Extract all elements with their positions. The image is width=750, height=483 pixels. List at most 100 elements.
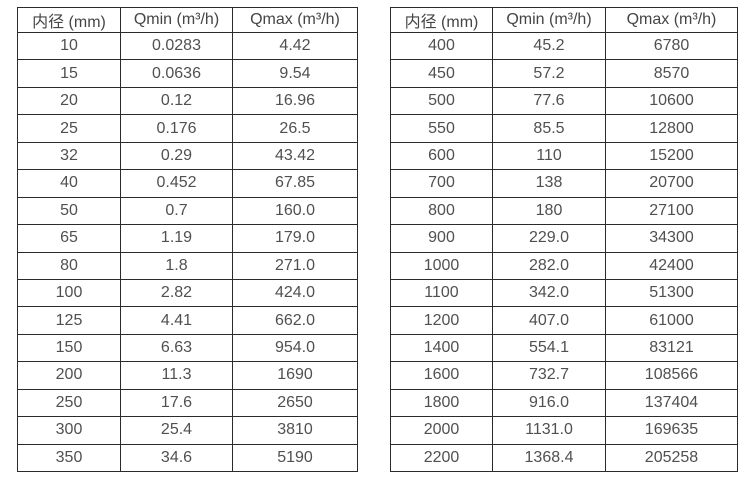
cell-diameter: 1800 <box>390 388 493 418</box>
table-head: 内径 (mm) Qmin (m³/h) Qmax (m³/h) <box>390 7 738 33</box>
cell-diameter: 40 <box>17 169 121 198</box>
cell-qmin: 1.8 <box>120 251 233 280</box>
table-row: 450 57.2 8570 <box>390 59 738 88</box>
table-row: 1100 342.0 51300 <box>390 278 738 308</box>
cell-qmax: 9.54 <box>232 59 358 88</box>
cell-qmin: 57.2 <box>492 59 606 88</box>
cell-diameter: 150 <box>17 333 121 363</box>
cell-diameter: 2000 <box>390 416 493 445</box>
cell-qmin: 25.4 <box>120 416 233 445</box>
header-row: 内径 (mm) Qmin (m³/h) Qmax (m³/h) <box>390 7 738 33</box>
flow-rate-table-right: 内径 (mm) Qmin (m³/h) Qmax (m³/h) 400 45.2 678… <box>390 7 738 473</box>
table-row: 10 0.0283 4.42 <box>17 31 358 61</box>
cell-qmax: 43.42 <box>232 141 358 171</box>
cell-qmin: 0.452 <box>120 169 233 198</box>
cell-diameter: 2200 <box>390 443 493 473</box>
table-row: 550 85.5 12800 <box>390 114 738 143</box>
table-row: 500 77.6 10600 <box>390 86 738 116</box>
cell-qmin: 0.12 <box>120 86 233 116</box>
cell-qmin: 732.7 <box>492 361 606 390</box>
cell-qmax: 1690 <box>232 361 358 390</box>
cell-qmin: 4.41 <box>120 306 233 335</box>
cell-diameter: 300 <box>17 416 121 445</box>
cell-qmax: 5190 <box>232 443 358 473</box>
column-header-diameter: 内径 (mm) <box>390 7 493 33</box>
cell-diameter: 80 <box>17 251 121 280</box>
cell-qmax: 20700 <box>605 169 738 198</box>
cell-qmin: 138 <box>492 169 606 198</box>
cell-qmax: 954.0 <box>232 333 358 363</box>
cell-qmin: 0.7 <box>120 196 233 226</box>
cell-qmax: 179.0 <box>232 224 358 253</box>
cell-qmax: 26.5 <box>232 114 358 143</box>
table-row: 1800 916.0 137404 <box>390 388 738 418</box>
table-row: 50 0.7 160.0 <box>17 196 358 226</box>
cell-qmin: 85.5 <box>492 114 606 143</box>
cell-qmin: 342.0 <box>492 278 606 308</box>
cell-qmax: 169635 <box>605 416 738 445</box>
table-row: 600 110 15200 <box>390 141 738 171</box>
table-row: 100 2.82 424.0 <box>17 278 358 308</box>
table-row: 150 6.63 954.0 <box>17 333 358 363</box>
cell-qmax: 51300 <box>605 278 738 308</box>
cell-qmax: 34300 <box>605 224 738 253</box>
cell-qmin: 1131.0 <box>492 416 606 445</box>
cell-qmax: 160.0 <box>232 196 358 226</box>
cell-diameter: 1600 <box>390 361 493 390</box>
cell-diameter: 125 <box>17 306 121 335</box>
table-row: 2200 1368.4 205258 <box>390 443 738 473</box>
table-row: 400 45.2 6780 <box>390 31 738 61</box>
cell-qmin: 0.29 <box>120 141 233 171</box>
column-header-qmin: Qmin (m³/h) <box>492 7 606 33</box>
cell-diameter: 100 <box>17 278 121 308</box>
cell-diameter: 65 <box>17 224 121 253</box>
cell-qmin: 916.0 <box>492 388 606 418</box>
table-row: 65 1.19 179.0 <box>17 224 358 253</box>
cell-qmin: 0.176 <box>120 114 233 143</box>
cell-qmin: 180 <box>492 196 606 226</box>
cell-diameter: 1400 <box>390 333 493 363</box>
table-row: 1200 407.0 61000 <box>390 306 738 335</box>
column-header-qmin: Qmin (m³/h) <box>120 7 233 33</box>
table-row: 125 4.41 662.0 <box>17 306 358 335</box>
cell-qmin: 45.2 <box>492 31 606 61</box>
table-row: 250 17.6 2650 <box>17 388 358 418</box>
cell-qmax: 16.96 <box>232 86 358 116</box>
cell-diameter: 700 <box>390 169 493 198</box>
cell-diameter: 400 <box>390 31 493 61</box>
cell-diameter: 15 <box>17 59 121 88</box>
cell-qmin: 2.82 <box>120 278 233 308</box>
table-row: 32 0.29 43.42 <box>17 141 358 171</box>
table-row: 700 138 20700 <box>390 169 738 198</box>
table-row: 80 1.8 271.0 <box>17 251 358 280</box>
cell-diameter: 200 <box>17 361 121 390</box>
cell-qmax: 424.0 <box>232 278 358 308</box>
cell-qmax: 61000 <box>605 306 738 335</box>
cell-diameter: 1000 <box>390 251 493 280</box>
cell-qmin: 0.0283 <box>120 31 233 61</box>
cell-diameter: 800 <box>390 196 493 226</box>
table-row: 900 229.0 34300 <box>390 224 738 253</box>
cell-qmax: 27100 <box>605 196 738 226</box>
column-header-diameter: 内径 (mm) <box>17 7 121 33</box>
table-row: 300 25.4 3810 <box>17 416 358 445</box>
cell-qmax: 83121 <box>605 333 738 363</box>
cell-qmin: 229.0 <box>492 224 606 253</box>
cell-qmin: 1.19 <box>120 224 233 253</box>
header-row: 内径 (mm) Qmin (m³/h) Qmax (m³/h) <box>17 7 358 33</box>
cell-qmax: 662.0 <box>232 306 358 335</box>
cell-qmax: 205258 <box>605 443 738 473</box>
cell-qmax: 3810 <box>232 416 358 445</box>
cell-qmax: 67.85 <box>232 169 358 198</box>
cell-qmin: 282.0 <box>492 251 606 280</box>
cell-qmin: 77.6 <box>492 86 606 116</box>
cell-diameter: 50 <box>17 196 121 226</box>
column-header-qmax: Qmax (m³/h) <box>605 7 738 33</box>
cell-diameter: 20 <box>17 86 121 116</box>
table-row: 40 0.452 67.85 <box>17 169 358 198</box>
cell-qmax: 8570 <box>605 59 738 88</box>
column-header-qmax: Qmax (m³/h) <box>232 7 358 33</box>
table-row: 1000 282.0 42400 <box>390 251 738 280</box>
cell-qmax: 2650 <box>232 388 358 418</box>
cell-qmax: 10600 <box>605 86 738 116</box>
